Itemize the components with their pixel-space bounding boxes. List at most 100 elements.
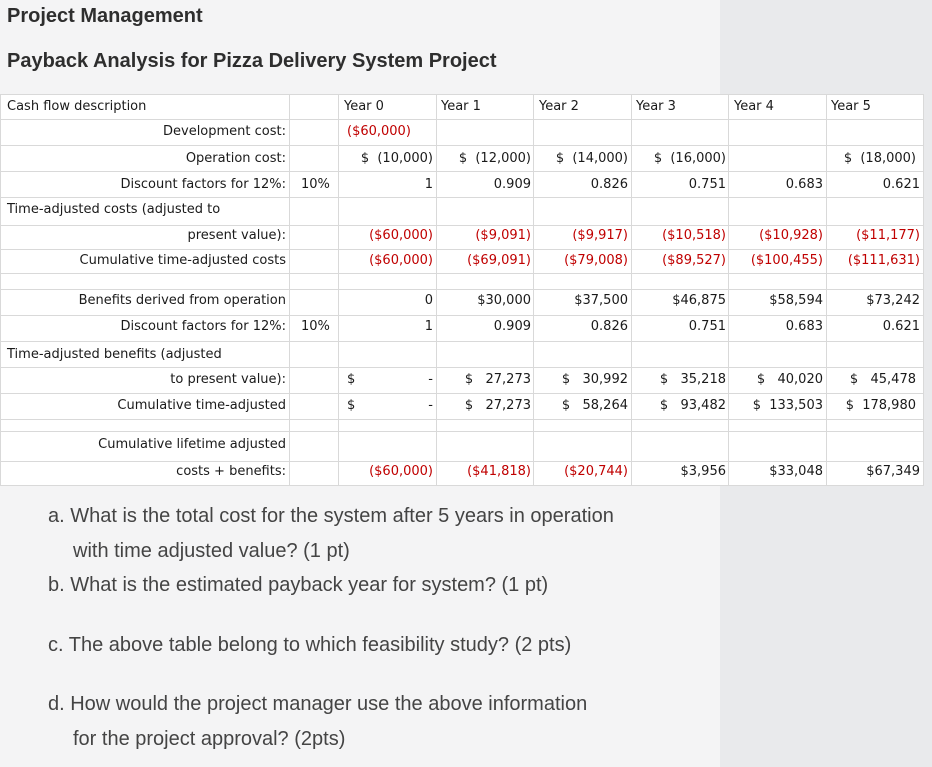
cell-cum-tab-y3: $ 93,482: [659, 398, 726, 413]
grid-line: [1, 273, 923, 274]
grid-line: [1, 225, 923, 226]
cell-benefits-y1: $30,000: [477, 293, 531, 308]
cell-cum-tac-y2: ($79,008): [564, 253, 628, 268]
grid-line: [338, 95, 339, 485]
question-b: b. What is the estimated payback year fo…: [48, 574, 549, 596]
cell-disc1-y5: 0.621: [882, 177, 920, 192]
row-label-discount-factors: Discount factors for 12%:: [120, 319, 286, 334]
cell-disc2-y3: 0.751: [688, 319, 726, 334]
grid-line: [1, 145, 923, 146]
page-title: Project Management: [7, 5, 203, 27]
row-label-time-adjusted-costs-line2: present value):: [187, 228, 286, 243]
cell-op-cost-y5: $ (18,000): [843, 151, 916, 166]
cell-disc1-y0: 1: [424, 177, 433, 192]
row-label-operation-cost: Operation cost:: [185, 151, 286, 166]
column-header-year1: Year 1: [441, 99, 481, 114]
column-header-year2: Year 2: [539, 99, 579, 114]
row-label-time-adjusted-benefits-line2: to present value):: [170, 372, 286, 387]
cell-lifetime-y5: $67,349: [866, 464, 920, 479]
row-label-lifetime-line1: Cumulative lifetime adjusted: [98, 437, 286, 452]
cell-cum-tac-y5: ($111,631): [847, 253, 920, 268]
grid-line: [436, 95, 437, 485]
page-subtitle: Payback Analysis for Pizza Delivery Syst…: [7, 50, 497, 72]
column-header-year0: Year 0: [344, 99, 384, 114]
grid-line: [1, 197, 923, 198]
cell-lifetime-y0: ($60,000): [369, 464, 433, 479]
cell-disc1-y2: 0.826: [590, 177, 628, 192]
cell-tac-y1: ($9,091): [475, 228, 531, 243]
cell-tac-y2: ($9,917): [572, 228, 628, 243]
cell-cum-tab-y5: $ 178,980: [845, 398, 916, 413]
cell-tab-y2: $ 30,992: [561, 372, 628, 387]
question-d-line2: for the project approval? (2pts): [73, 728, 346, 750]
row-label-time-adjusted-benefits-line1: Time-adjusted benefits (adjusted: [7, 347, 222, 362]
cell-tab-y0-symbol: $: [347, 372, 356, 387]
grid-line: [1, 341, 923, 342]
cell-dev-cost-y0: ($60,000): [347, 124, 411, 139]
cell-disc2-y1: 0.909: [493, 319, 531, 334]
cell-cum-tab-y2: $ 58,264: [561, 398, 628, 413]
cell-tac-y4: ($10,928): [759, 228, 823, 243]
row-label-benefits: Benefits derived from operation: [78, 293, 286, 308]
table-header-label: Cash flow description: [7, 99, 147, 114]
grid-line: [826, 95, 827, 485]
cell-tac-y0: ($60,000): [369, 228, 433, 243]
question-c: c. The above table belong to which feasi…: [48, 634, 572, 656]
cell-benefits-y5: $73,242: [866, 293, 920, 308]
cell-tab-y5: $ 45,478: [849, 372, 916, 387]
cell-disc2-y5: 0.621: [882, 319, 920, 334]
cell-disc2-y2: 0.826: [590, 319, 628, 334]
row-label-cumulative-costs: Cumulative time-adjusted costs: [79, 253, 286, 268]
cell-cum-tac-y3: ($89,527): [662, 253, 726, 268]
cell-op-cost-y2: $ (12,000): [458, 151, 531, 166]
cell-discount-rate: 10%: [301, 319, 330, 334]
cell-disc1-y1: 0.909: [493, 177, 531, 192]
grid-line: [1, 367, 923, 368]
grid-line: [728, 95, 729, 485]
cell-tab-y1: $ 27,273: [464, 372, 531, 387]
cell-tac-y3: ($10,518): [662, 228, 726, 243]
grid-line: [1, 289, 923, 290]
cell-lifetime-y2: ($20,744): [564, 464, 628, 479]
question-a-line2: with time adjusted value? (1 pt): [73, 540, 350, 562]
cell-op-cost-y1: $ (10,000): [360, 151, 433, 166]
cell-disc2-y4: 0.683: [785, 319, 823, 334]
grid-line: [1, 461, 923, 462]
cell-cum-tac-y0: ($60,000): [369, 253, 433, 268]
column-header-year4: Year 4: [734, 99, 774, 114]
cell-cum-tab-y4: $ 133,503: [752, 398, 823, 413]
grid-line: [631, 95, 632, 485]
row-label-discount-factors: Discount factors for 12%:: [120, 177, 286, 192]
grid-line: [289, 95, 290, 485]
cell-cum-tab-y0-symbol: $: [347, 398, 356, 413]
question-d-line1: d. How would the project manager use the…: [48, 693, 588, 715]
cell-benefits-y0: 0: [424, 293, 433, 308]
cell-disc1-y4: 0.683: [785, 177, 823, 192]
cell-disc1-y3: 0.751: [688, 177, 726, 192]
cell-cum-tab-y1: $ 27,273: [464, 398, 531, 413]
row-label-lifetime-line2: costs + benefits:: [176, 464, 286, 479]
row-label-time-adjusted-costs-line1: Time-adjusted costs (adjusted to: [7, 202, 221, 217]
grid-line: [1, 249, 923, 250]
cell-lifetime-y1: ($41,818): [467, 464, 531, 479]
grid-line: [1, 431, 923, 432]
cell-cum-tac-y4: ($100,455): [750, 253, 823, 268]
cell-tab-y3: $ 35,218: [659, 372, 726, 387]
grid-line: [1, 315, 923, 316]
cell-lifetime-y4: $33,048: [769, 464, 823, 479]
question-a-line1: a. What is the total cost for the system…: [48, 505, 614, 527]
row-label-cumulative-benefits: Cumulative time-adjusted: [117, 398, 286, 413]
grid-line: [1, 119, 923, 120]
cell-cum-tab-y0: -: [428, 398, 433, 413]
cell-tac-y5: ($11,177): [856, 228, 920, 243]
payback-table: Cash flow description Year 0 Year 1 Year…: [0, 94, 924, 486]
grid-line: [1, 419, 923, 420]
grid-line: [533, 95, 534, 485]
cell-tab-y4: $ 40,020: [756, 372, 823, 387]
cell-lifetime-y3: $3,956: [680, 464, 727, 479]
column-header-year3: Year 3: [636, 99, 676, 114]
cell-benefits-y2: $37,500: [574, 293, 628, 308]
cell-benefits-y3: $46,875: [672, 293, 726, 308]
cell-op-cost-y4: $ (16,000): [653, 151, 726, 166]
cell-op-cost-y3: $ (14,000): [555, 151, 628, 166]
